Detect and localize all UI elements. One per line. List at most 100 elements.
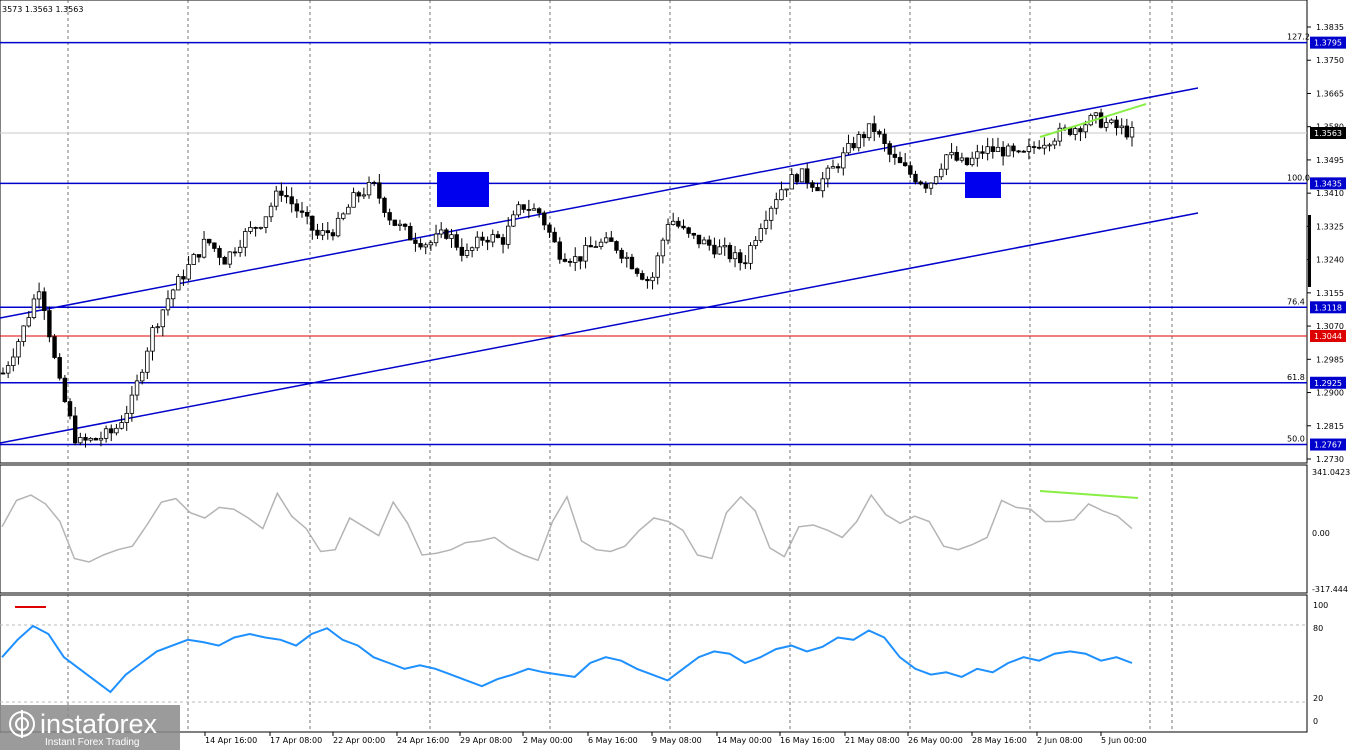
candle-body <box>1026 146 1032 152</box>
candle-body <box>670 220 676 225</box>
candle-body <box>310 215 315 231</box>
candle-body <box>753 240 758 246</box>
candle-body <box>382 197 387 213</box>
time-tick-label: 5 Jun 00:00 <box>1101 736 1147 745</box>
candle-body <box>810 182 815 188</box>
candle-body <box>835 166 841 169</box>
cci-divergence-line[interactable] <box>1039 490 1139 499</box>
candle-body <box>707 239 712 246</box>
price-divergence-line[interactable] <box>1039 103 1147 138</box>
candle-body <box>784 188 789 191</box>
candle-body <box>727 244 733 260</box>
candle-body <box>985 146 990 154</box>
candle-body <box>47 310 52 338</box>
channel-lower-line[interactable] <box>0 212 1199 444</box>
candle-body <box>36 291 42 300</box>
candle-body <box>748 245 753 264</box>
candle-body <box>16 341 21 358</box>
candle-body <box>1052 140 1057 146</box>
time-tick-label: 6 May 16:00 <box>588 736 638 745</box>
fibonacci-levels: 127.2 1.3795 100.0 1.3435 76.4 1.3118 61.8 1.29… <box>0 33 1346 451</box>
candle-body <box>93 437 98 441</box>
candle-body <box>227 251 233 265</box>
candle-body <box>629 256 635 270</box>
candle-body <box>567 261 573 263</box>
candle-body <box>480 236 485 241</box>
candle-body <box>944 154 949 170</box>
fib-price-label: 1.2767 <box>1314 441 1342 450</box>
candle-body <box>464 249 470 256</box>
highlight-box-may[interactable] <box>965 172 1001 198</box>
candle-body <box>274 190 279 207</box>
candle-body <box>475 236 480 249</box>
candle-body <box>485 239 490 243</box>
candle-body <box>1129 127 1135 138</box>
fib-ratio-label: 61.8 <box>1287 373 1305 382</box>
candle-body <box>237 246 243 253</box>
candle-body <box>536 208 542 214</box>
candle-body <box>1098 112 1104 128</box>
current-price-label: 1.3563 <box>1314 129 1342 138</box>
fib-price-label: 1.3435 <box>1314 179 1342 188</box>
time-axis: 14 Apr 16:00 17 Apr 08:00 22 Apr 00:00 24 A… <box>204 732 1147 745</box>
candle-body <box>371 181 377 184</box>
candle-body <box>872 123 877 132</box>
candle-body <box>598 241 604 247</box>
candle-body <box>134 380 140 396</box>
candle-body <box>851 143 856 149</box>
current-price-badge <box>1310 127 1346 139</box>
candle-body <box>712 244 717 255</box>
candle-body <box>341 213 346 219</box>
candle-body <box>387 212 392 221</box>
candle-body <box>243 231 248 248</box>
instaforex-logo-icon <box>9 710 35 738</box>
candle-body <box>1006 145 1011 157</box>
candle-body <box>5 365 11 374</box>
candle-body <box>1093 112 1099 116</box>
candle-body <box>686 227 691 234</box>
candle-body <box>887 143 892 155</box>
candle-body <box>103 428 109 439</box>
candle-body <box>139 371 145 382</box>
candle-body <box>1078 128 1083 133</box>
candle-body <box>696 234 702 245</box>
stoch-axis: 100 80 20 0 <box>1313 601 1328 726</box>
candle-body <box>774 199 779 209</box>
candle-body <box>691 232 697 236</box>
candle-body <box>815 186 820 192</box>
candle-body <box>186 264 191 280</box>
price-tick-label: 1.3325 <box>1316 222 1344 231</box>
candle-body <box>1083 124 1088 133</box>
price-tick-label: 1.3750 <box>1316 56 1344 65</box>
candle-body <box>155 326 160 329</box>
candle-body <box>531 208 537 211</box>
candle-body <box>578 256 583 262</box>
candle-body <box>763 219 769 229</box>
candle-body <box>609 237 614 242</box>
cci-zero-label: 0.00 <box>1312 529 1330 538</box>
candle-body <box>351 192 356 208</box>
candle-body <box>248 227 253 232</box>
time-tick-label: 14 Apr 16:00 <box>205 736 257 745</box>
highlight-box-april[interactable] <box>437 172 489 207</box>
candle-body <box>449 234 454 239</box>
candle-body <box>258 226 263 229</box>
candle-body <box>0 372 6 375</box>
price-pane <box>0 0 1308 464</box>
candle-body <box>990 146 996 152</box>
candle-body <box>438 229 444 235</box>
channel-upper-line[interactable] <box>0 87 1199 319</box>
cci-pane <box>0 464 1308 594</box>
candle-body <box>1057 127 1063 142</box>
candle-body <box>129 394 135 414</box>
candle-body <box>526 209 532 211</box>
candle-body <box>552 231 557 243</box>
candle-body <box>402 223 408 227</box>
candle-body <box>459 246 465 256</box>
candle-body <box>732 252 738 260</box>
ohlc-header: 3573 1.3563 1.3563 <box>2 5 83 14</box>
candle-body <box>593 246 599 248</box>
candle-body <box>418 243 423 248</box>
candle-body <box>665 224 671 241</box>
